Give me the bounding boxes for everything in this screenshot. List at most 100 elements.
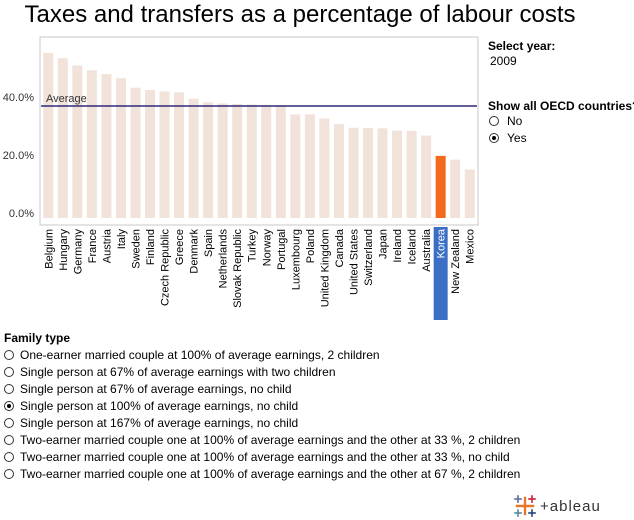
x-tick-label: Switzerland [363, 229, 375, 286]
x-tick-label: Portugal [276, 229, 288, 270]
x-tick-label: Canada [334, 228, 346, 267]
bar-turkey [246, 104, 257, 218]
x-tick-label: Hungary [58, 229, 70, 271]
x-tick-label: United Kingdom [319, 229, 331, 307]
x-tick-label: Netherlands [218, 229, 230, 289]
family-option[interactable]: One-earner married couple at 100% of ave… [4, 346, 520, 363]
radio-button-icon[interactable] [489, 133, 499, 143]
bar-united-kingdom [319, 118, 330, 218]
bar-united-states [348, 127, 359, 218]
family-option-label: Single person at 67% of average earnings… [20, 364, 336, 379]
bar-greece [174, 92, 185, 218]
family-option-label: Two-earner married couple one at 100% of… [20, 449, 510, 464]
x-tick-label: Slovak Republic [232, 229, 244, 308]
plot-frame [39, 36, 479, 226]
x-tick-label: Luxembourg [290, 229, 302, 290]
bar-czech-republic [159, 91, 170, 218]
radio-button-icon[interactable] [4, 383, 14, 394]
radio-button-icon[interactable] [4, 417, 14, 428]
radio-button-icon[interactable] [489, 116, 499, 126]
radio-button-icon[interactable] [4, 400, 14, 411]
y-tick-label: 40.0% [3, 92, 34, 104]
family-option[interactable]: Single person at 67% of average earnings… [4, 380, 520, 397]
x-tick-label: Poland [305, 229, 317, 263]
x-tick-label: Austria [101, 228, 113, 263]
bar-mexico [464, 169, 475, 218]
chart-title: Taxes and transfers as a percentage of l… [24, 1, 576, 28]
x-tick-label: Turkey [247, 229, 259, 263]
highlight-label-background [433, 227, 448, 320]
x-tick-label: Ireland [392, 229, 404, 263]
family-type-label: Family type [4, 331, 71, 345]
bar-slovak-republic [232, 103, 243, 218]
bar-hungary [57, 58, 68, 218]
x-tick-label: Spain [203, 229, 215, 257]
x-tick-label: Korea [436, 228, 448, 258]
bar-austria [101, 74, 112, 218]
bar-sweden [130, 87, 141, 218]
x-tick-label: Mexico [465, 229, 477, 264]
family-option[interactable]: Single person at 167% of average earning… [4, 414, 520, 431]
family-option-label: Single person at 67% of average earnings… [20, 381, 292, 396]
show-all-option-yes[interactable]: Yes [489, 131, 527, 145]
bar-germany [72, 65, 83, 218]
y-tick-label: 0.0% [9, 208, 34, 220]
y-tick-label: 20.0% [3, 150, 34, 162]
bar-denmark [188, 98, 199, 218]
family-option[interactable]: Two-earner married couple one at 100% of… [4, 431, 520, 448]
show-all-option-label: Yes [507, 131, 527, 145]
x-tick-label: Sweden [130, 229, 142, 269]
x-tick-label: Denmark [189, 229, 201, 274]
select-year-label: Select year: [488, 39, 556, 53]
family-option[interactable]: Single person at 100% of average earning… [4, 397, 520, 414]
x-tick-label: New Zealand [450, 229, 462, 294]
x-tick-label: Germany [72, 229, 84, 275]
show-all-countries-label: Show all OECD countries? [488, 99, 634, 113]
family-option-label: Single person at 100% of average earning… [20, 398, 299, 413]
x-tick-label: France [87, 229, 99, 263]
radio-button-icon[interactable] [4, 366, 14, 377]
bar-chart: 0.0% 20.0% 40.0% Belgium Hungary Germany Franc… [3, 36, 479, 320]
radio-button-icon[interactable] [4, 468, 14, 479]
x-tick-label: Iceland [407, 229, 419, 264]
bar-korea [435, 155, 446, 218]
average-label: Average [46, 93, 87, 105]
x-tick-label: Japan [378, 229, 390, 259]
family-option[interactable]: Two-earner married couple one at 100% of… [4, 465, 520, 482]
bar-norway [261, 104, 272, 218]
x-tick-label: Italy [116, 229, 128, 250]
bar-japan [377, 128, 388, 218]
bar-spain [203, 102, 214, 218]
bar-ireland [392, 130, 403, 218]
radio-button-icon[interactable] [4, 349, 14, 360]
bar-poland [304, 114, 315, 218]
x-tick-label: Finland [145, 229, 157, 265]
family-option[interactable]: Two-earner married couple one at 100% of… [4, 448, 520, 465]
x-tick-label: Norway [261, 229, 273, 267]
select-year-dropdown[interactable]: 2009 [490, 54, 517, 68]
bar-france [86, 70, 97, 218]
bar-portugal [275, 105, 286, 218]
bar-luxembourg [290, 114, 301, 218]
bar-belgium [43, 52, 54, 218]
family-option-label: Single person at 167% of average earning… [20, 415, 299, 430]
tableau-logo[interactable]: +ableau [514, 495, 601, 517]
family-option[interactable]: Single person at 67% of average earnings… [4, 363, 520, 380]
family-option-label: Two-earner married couple one at 100% of… [20, 466, 521, 481]
family-type-options: One-earner married couple at 100% of ave… [4, 346, 520, 482]
x-tick-label: Belgium [43, 229, 55, 269]
family-option-label: Two-earner married couple one at 100% of… [20, 432, 521, 447]
bar-australia [421, 135, 432, 218]
bar-netherlands [217, 103, 228, 218]
radio-button-icon[interactable] [4, 434, 14, 445]
family-option-label: One-earner married couple at 100% of ave… [20, 347, 380, 362]
show-all-option-no[interactable]: No [489, 114, 522, 128]
bar-iceland [406, 130, 417, 218]
radio-button-icon[interactable] [4, 451, 14, 462]
show-all-option-label: No [507, 114, 523, 128]
bar-new-zealand [450, 159, 461, 218]
bar-finland [145, 90, 155, 218]
bar-switzerland [363, 128, 373, 218]
x-tick-label: Greece [174, 229, 186, 265]
x-tick-label: Australia [421, 228, 433, 272]
